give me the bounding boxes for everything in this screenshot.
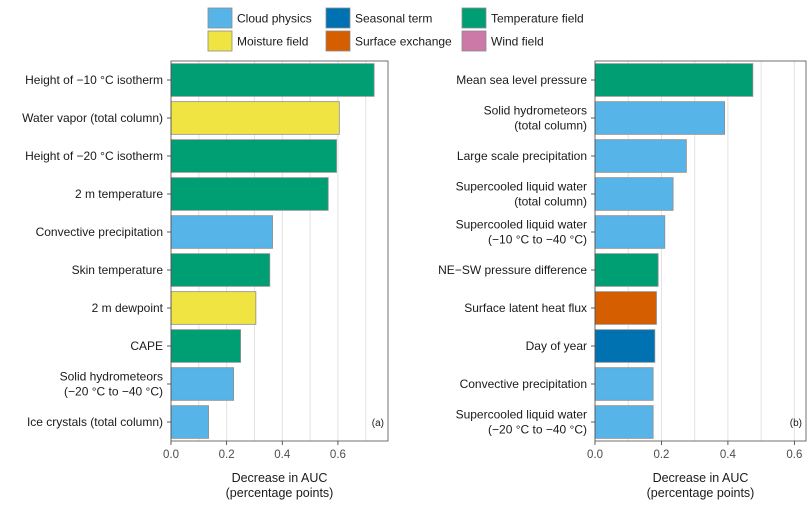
legend-swatch [461,7,487,29]
bar [594,215,666,249]
x-tick-label: 0.6 [786,449,802,461]
bar [170,101,340,135]
bar-label: Large scale precipitation [457,149,587,163]
bar-label: Supercooled liquid water (total column) [456,180,587,209]
legend-item: Wind field [461,30,544,52]
bar-label: CAPE [130,339,163,353]
bar [170,177,329,211]
panel-frame [594,60,807,442]
panel-label: (b) [790,418,802,429]
panel-frame [170,60,389,442]
legend-label: Surface exchange [355,35,452,49]
bar [170,139,337,173]
bar-label: Solid hydrometeors (−20 °C to −40 °C) [60,370,163,399]
bar-label: Skin temperature [72,263,164,277]
bar-label: Convective precipitation [36,225,163,239]
x-tick-label: 0.0 [163,449,179,461]
bar-label: Day of year [526,339,587,353]
x-axis-label: Decrease in AUC (percentage points) [226,471,334,500]
bar-label: Surface latent heat flux [464,301,587,315]
legend-swatch [461,30,487,52]
legend: Cloud physics Seasonal term Temperature fi… [207,7,584,52]
legend-label: Cloud physics [237,12,312,26]
legend-swatch [325,30,351,52]
bar-label: Water vapor (total column) [22,111,163,125]
legend-label: Moisture field [237,35,308,49]
bar-label: Convective precipitation [460,377,587,391]
panel-a: Height of −10 °C isotherm Water vapor (to… [22,60,389,500]
bar [594,101,725,135]
legend-item: Seasonal term [325,7,432,29]
bar [170,329,241,363]
bar-label: Height of −10 °C isotherm [25,73,163,87]
legend-label: Temperature field [491,12,584,26]
x-tick-label: 0.6 [330,449,346,461]
legend-swatch [207,30,233,52]
bar-label: Height of −20 °C isotherm [25,149,163,163]
bar [170,253,271,287]
bar [594,63,754,97]
bar [594,253,659,287]
legend-item: Moisture field [207,30,308,52]
legend-swatch [207,7,233,29]
bar-label: NE−SW pressure difference [438,263,587,277]
bar-label: Mean sea level pressure [456,73,587,87]
bar-label: Ice crystals (total column) [27,415,163,429]
legend-swatch [325,7,351,29]
bar [594,329,656,363]
x-tick-label: 0.2 [653,449,669,461]
bar-label: Supercooled liquid water (−20 °C to −40 °… [456,408,587,437]
x-tick-label: 0.2 [219,449,235,461]
bar [170,367,234,401]
x-tick-label: 0.4 [274,449,291,461]
bar [170,405,209,439]
bar [170,215,273,249]
bar [170,291,257,325]
x-tick-label: 0.4 [720,449,737,461]
legend-item: Surface exchange [325,30,452,52]
legend-item: Cloud physics [207,7,312,29]
bar-label: 2 m temperature [75,187,163,201]
bar [594,405,654,439]
legend-label: Seasonal term [355,12,432,26]
x-axis-label: Decrease in AUC (percentage points) [647,471,755,500]
bar [594,139,687,173]
panel-label: (a) [372,418,384,429]
bar [594,177,674,211]
legend-item: Temperature field [461,7,584,29]
bar [170,63,375,97]
bar [594,291,657,325]
panel-b: Mean sea level pressure Solid hydrometeor… [438,60,807,500]
bar-label: Supercooled liquid water (−10 °C to −40 °… [456,218,587,247]
legend-label: Wind field [491,35,544,49]
bar-label: Solid hydrometeors (total column) [484,104,587,133]
bar-label: 2 m dewpoint [92,301,164,315]
x-tick-label: 0.0 [587,449,603,461]
bar [594,367,654,401]
